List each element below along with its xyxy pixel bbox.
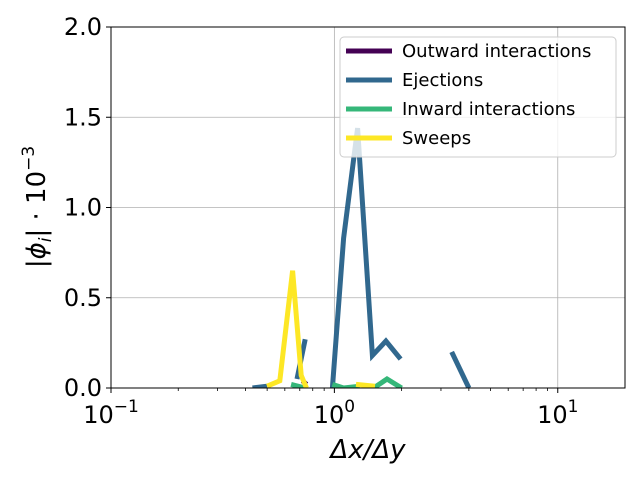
x-axis: 10−1 100 101 <box>83 388 578 429</box>
series-line <box>449 350 472 388</box>
series-line <box>355 381 376 388</box>
y-tick-label: 0.5 <box>64 284 102 312</box>
x-axis-label: Δx/Δy <box>328 435 406 465</box>
x-tick-label: 10−1 <box>83 397 139 429</box>
series-sweeps <box>266 270 376 388</box>
series-line <box>290 381 306 388</box>
legend-label: Inward interactions <box>402 99 575 120</box>
series-inward-interactions <box>290 376 403 388</box>
legend-box <box>339 36 617 158</box>
legend-label: Outward interactions <box>402 41 591 62</box>
series-ejections <box>252 127 472 388</box>
legend-label: Ejections <box>402 70 483 91</box>
x-tick-label: 100 <box>314 397 355 429</box>
series-layer <box>252 127 472 388</box>
legend-label: Sweeps <box>402 128 471 149</box>
series-line <box>331 382 360 388</box>
y-tick-label: 2.0 <box>64 13 102 41</box>
y-tick-label: 1.5 <box>64 103 102 131</box>
y-tick-label: 1.0 <box>64 194 102 222</box>
x-tick-label: 101 <box>537 397 578 429</box>
y-axis: 0.0 0.5 1.0 1.5 2.0 <box>64 13 111 402</box>
series-line <box>329 127 403 388</box>
y-tick-label: 0.0 <box>64 374 102 402</box>
series-line <box>372 376 403 388</box>
legend: Outward interactions Ejections Inward inte… <box>339 36 617 158</box>
y-axis-label: |ϕi| · 10−3 <box>19 146 56 268</box>
series-line <box>266 270 309 388</box>
